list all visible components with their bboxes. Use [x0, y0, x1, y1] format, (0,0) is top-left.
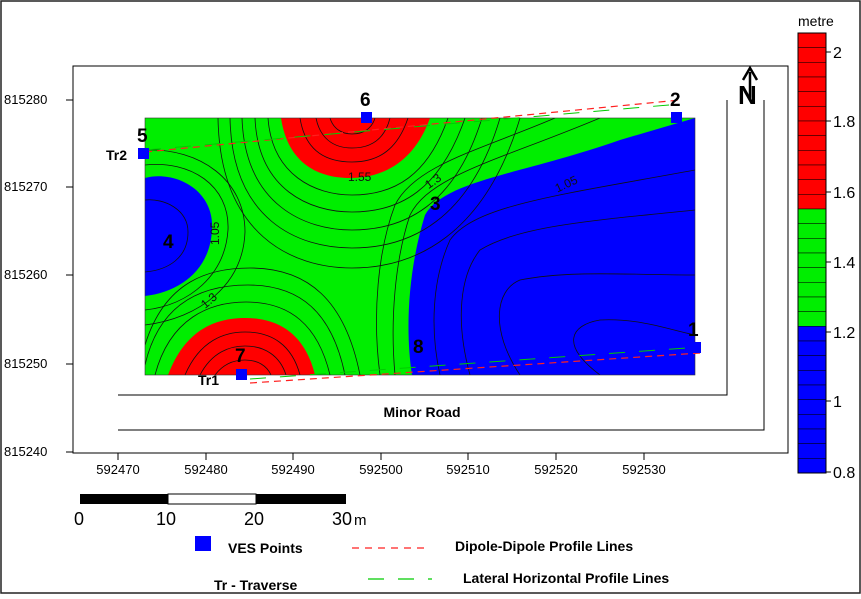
ves-label: 8 [413, 337, 424, 358]
traverse-label: Tr1 [198, 372, 219, 388]
ves-label: 2 [670, 90, 681, 111]
scale-label: 30 [332, 509, 352, 529]
ves-points: 6 2 5 3 4 1 8 7 [137, 90, 701, 380]
traverse-key-label: Tr - Traverse [214, 577, 297, 593]
x-tick-label: 592490 [271, 462, 314, 477]
key: VES Points Dipole-Dipole Profile Lines L… [195, 536, 669, 593]
contour-label: 1.05 [208, 221, 222, 245]
legend-swatch [797, 311, 827, 327]
lateral-key-label: Lateral Horizontal Profile Lines [463, 570, 669, 586]
x-tick-label: 592520 [534, 462, 577, 477]
x-tick-label: 592480 [184, 462, 227, 477]
legend-swatch [797, 76, 827, 92]
legend-swatch [797, 399, 827, 415]
x-tick-label: 592510 [446, 462, 489, 477]
contour-grid: 1.55 1.3 1.05 1.05 1.3 [145, 118, 695, 375]
legend-swatch [797, 282, 827, 298]
legend-label: 2 [833, 45, 842, 62]
legend-label: 1.8 [833, 114, 855, 131]
ves-label: 5 [137, 126, 148, 147]
legend-swatch [797, 223, 827, 239]
traverse-label: Tr2 [106, 147, 127, 163]
legend-swatch [797, 296, 827, 312]
legend-swatch [797, 135, 827, 151]
x-tick-label: 592530 [622, 462, 665, 477]
ves-label: 6 [360, 90, 371, 111]
scale-unit: m [354, 512, 367, 529]
legend-label: 1.2 [833, 325, 855, 342]
legend-swatch [797, 355, 827, 371]
legend-swatch [797, 179, 827, 195]
x-tick-label: 592470 [96, 462, 139, 477]
ves-label: 3 [430, 194, 441, 215]
y-tick-label: 815240 [4, 444, 47, 459]
legend-unit: metre [798, 13, 834, 29]
legend-swatch [797, 32, 827, 48]
scale-label: 20 [244, 509, 264, 529]
legend-label: 0.8 [833, 465, 855, 482]
legend-swatch [797, 164, 827, 180]
x-tick-label: 592500 [359, 462, 402, 477]
legend-swatch [797, 106, 827, 122]
ves-key-icon [195, 536, 211, 551]
profile-lines [144, 99, 701, 384]
legend-label: 1.4 [833, 255, 855, 272]
legend-swatch [797, 150, 827, 166]
legend-swatch [797, 47, 827, 63]
north-arrow-icon: N [738, 65, 759, 110]
legend-swatch [797, 384, 827, 400]
legend-swatch [797, 91, 827, 107]
x-axis: 592470 592480 592490 592500 592510 59252… [96, 453, 666, 477]
scale-bar: 0 10 20 30 m [74, 493, 367, 529]
grid-border [144, 117, 696, 376]
legend-swatch [797, 370, 827, 386]
y-tick-label: 815260 [4, 267, 47, 282]
legend-swatch [797, 194, 827, 210]
dipole-key-label: Dipole-Dipole Profile Lines [455, 538, 633, 554]
legend-swatch [797, 267, 827, 283]
legend-swatch [797, 340, 827, 356]
y-tick-label: 815270 [4, 179, 47, 194]
road-label: Minor Road [384, 404, 461, 420]
road-outline [118, 100, 765, 431]
legend-swatch [797, 238, 827, 254]
north-label: N [738, 80, 757, 110]
dipole-line-tr1 [249, 352, 701, 384]
legend-label: 1.6 [833, 185, 855, 202]
ves-label: 1 [688, 320, 699, 341]
scale-label: 0 [74, 509, 84, 529]
dipole-line-tr2 [144, 99, 681, 153]
legend-swatch [797, 414, 827, 430]
legend-swatch [797, 326, 827, 342]
legend-swatch [797, 208, 827, 224]
ves-key-label: VES Points [228, 540, 303, 556]
legend-swatch [797, 443, 827, 459]
y-axis: 815280 815270 815260 815250 815240 [4, 92, 73, 459]
y-tick-label: 815280 [4, 92, 47, 107]
contour-label: 1.55 [348, 170, 372, 184]
legend-swatch [797, 252, 827, 268]
legend-swatch [797, 62, 827, 78]
legend-bar: metre 2 1.8 1.6 1.4 1.2 1 0.8 [797, 13, 855, 482]
legend-swatch [797, 428, 827, 444]
lateral-line-tr1 [249, 346, 701, 380]
ves-label: 7 [235, 346, 246, 367]
legend-label: 1 [833, 394, 842, 411]
legend-swatch [797, 458, 827, 474]
y-tick-label: 815250 [4, 356, 47, 371]
scale-label: 10 [156, 509, 176, 529]
ves-label: 4 [163, 232, 174, 253]
legend-swatch [797, 120, 827, 136]
